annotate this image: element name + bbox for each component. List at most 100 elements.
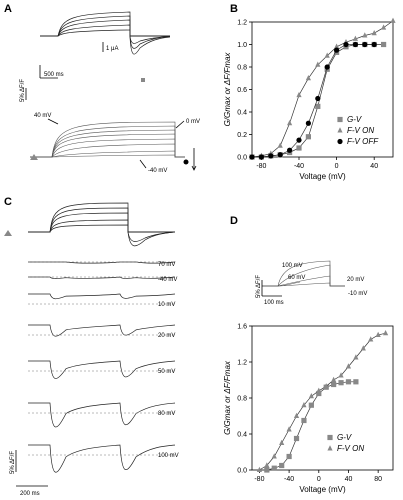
- chart-d-point-s1-15: [368, 336, 374, 342]
- chart-b-x-tick-label-3: 40: [370, 163, 378, 170]
- chart-d-point-s0-7: [316, 390, 322, 397]
- chart-b-y-axis-title: G/Gmax or ΔF/Fmax: [223, 52, 232, 127]
- chart-d-point-s0-2: [279, 462, 285, 469]
- chart-d-point-s0-3: [286, 453, 292, 460]
- panel-c-time-scale-label: 200 ms: [20, 491, 40, 497]
- panel-a-voltage-pointer-1: [175, 120, 185, 129]
- chart-d-point-s1-14: [360, 345, 366, 351]
- chart-d-plot-frame: [251, 325, 394, 471]
- chart-d-x-axis-title: Voltage (mV): [299, 485, 346, 494]
- chart-b-point-s2-2: [268, 153, 274, 159]
- panel-a-voltage-label-2: -40 mV: [148, 168, 167, 174]
- panel-c-trace-label-2: 10 mV: [158, 302, 175, 308]
- chart-d-point-s1-4: [286, 426, 292, 432]
- chart-d-x-tick-label-4: 80: [374, 476, 382, 483]
- chart-b-point-s1-3: [277, 142, 283, 148]
- chart-b-y-tick-label-0: 0.0: [237, 155, 247, 162]
- chart-d-point-s1-0: [256, 466, 263, 472]
- panel-b-label: B: [230, 3, 238, 15]
- panel-a-circle-marker-icon: [183, 159, 189, 165]
- panel-c-trace-2: [28, 293, 176, 300]
- chart-d-x-tick-label-1: -40: [284, 476, 294, 483]
- chart-b-legend-marker-2: [337, 138, 343, 145]
- chart-b-point-s2-13: [371, 41, 377, 48]
- chart-d-point-s0-0: [264, 467, 270, 473]
- chart-d-point-s1-3: [279, 439, 285, 445]
- panel-a-label: A: [4, 3, 12, 15]
- chart-d-point-s1-9: [323, 383, 329, 389]
- chart-d-point-s1-7: [308, 393, 314, 399]
- panel-d-inset-label-2: 20 mV: [347, 277, 364, 283]
- panel-c-trace-label-4: 50 mV: [158, 369, 175, 375]
- chart-b-point-s2-8: [324, 64, 330, 70]
- panel-c-triangle-marker-icon: [4, 230, 12, 236]
- chart-b-point-s0-7: [315, 103, 321, 109]
- chart-b-y-tick-label-2: 0.4: [237, 110, 247, 117]
- chart-d-y-tick-label-4: 1.6: [237, 324, 247, 331]
- chart-d-point-s1-6: [301, 402, 307, 408]
- chart-d-legend-marker-1: [327, 445, 333, 451]
- chart-d-point-s1-8: [316, 387, 322, 393]
- panel-a-square-marker-icon: [141, 78, 145, 82]
- panel-a-voltage-pointer-0: [47, 118, 59, 125]
- chart-b-point-s1-12: [362, 32, 368, 38]
- chart-d-point-s0-5: [301, 417, 307, 424]
- panel-c-fluor-scale-label: 5% ΔF/F: [10, 451, 16, 474]
- panel-d-inset-label-0: 100 mV: [282, 263, 303, 269]
- chart-d-y-tick-label-0: 0.0: [237, 468, 247, 475]
- chart-b: -80 -40 0 40 0.0 0.2 0.4 0.6 0.8 1.0 1.2 Voltage (m…: [223, 17, 396, 181]
- panel-c-trace-5: [28, 402, 176, 428]
- chart-d-point-s1-17: [382, 330, 389, 336]
- panel-c-trace-1: [28, 276, 176, 279]
- chart-b-point-s1-9: [334, 43, 340, 49]
- panel-d-inset-traces: [262, 260, 345, 287]
- chart-b-point-s1-5: [296, 91, 302, 98]
- chart-d-point-s0-6: [308, 402, 314, 408]
- chart-b-y-tick-label-5: 1.0: [237, 42, 247, 49]
- panel-c-trace-3: [28, 324, 176, 337]
- chart-d-series-line-1: [259, 332, 386, 471]
- chart-d-y-tick-label-3: 1.2: [237, 360, 247, 367]
- chart-d-point-s0-9: [331, 381, 337, 388]
- panel-d-inset-time-scale-label: 100 ms: [264, 300, 284, 306]
- panel-a-current-scale-label: 1 μA: [106, 46, 118, 52]
- chart-b-x-tick-label-0: -80: [256, 163, 266, 170]
- panel-a-arrow-head-icon: [191, 165, 197, 171]
- panel-a-current-traces: [40, 11, 171, 55]
- chart-b-legend-label-1: F-V ON: [347, 126, 374, 135]
- chart-d-point-s1-10: [331, 376, 337, 382]
- chart-b-point-s2-0: [249, 154, 255, 160]
- panel-d-inset-label-1: 60 mV: [288, 275, 305, 281]
- chart-d-point-s1-11: [338, 372, 344, 378]
- panel-c-trace-4: [28, 360, 176, 379]
- chart-d-point-s1-1: [264, 462, 270, 468]
- panel-a-voltage-pointer-2: [139, 159, 147, 169]
- chart-d-legend-label-1: F-V ON: [337, 444, 364, 453]
- panel-a-triangle-marker-icon: [30, 154, 38, 160]
- chart-b-legend-marker-1: [337, 127, 343, 133]
- chart-d-point-s0-4: [293, 435, 300, 442]
- chart-b-point-s1-8: [324, 52, 330, 58]
- chart-d-y-tick-label-2: 0.8: [237, 396, 247, 403]
- chart-b-point-s1-14: [381, 24, 387, 30]
- panel-c-trace-label-1: -40 mV: [158, 277, 177, 283]
- panel-a-fluorescence-traces: [30, 121, 185, 158]
- panel-d-inset-fluor-scale-label: 5% ΔF/F: [256, 275, 262, 298]
- chart-b-point-s1-4: [287, 120, 293, 126]
- chart-d-y-axis-title: G/Gmax or ΔF/Fmax: [223, 360, 232, 435]
- panel-c-trace-label-5: 80 mV: [158, 411, 175, 417]
- chart-b-point-s2-1: [258, 154, 264, 160]
- chart-d-legend-label-0: G-V: [337, 433, 352, 442]
- chart-b-legend-label-2: F-V OFF: [347, 137, 379, 146]
- panel-d-inset-label-3: -10 mV: [348, 291, 367, 297]
- chart-b-point-s2-3: [277, 152, 283, 158]
- chart-b-point-s2-7: [315, 95, 321, 102]
- chart-b-point-s0-5: [296, 145, 302, 151]
- chart-d-x-tick-label-3: 40: [345, 476, 353, 483]
- chart-b-x-axis-title: Voltage (mV): [299, 172, 346, 181]
- chart-d-point-s1-13: [353, 354, 359, 360]
- panel-d-label: D: [230, 215, 238, 227]
- panel-d: D 100 mV 60 mV 20 mV -10 mV 5% ΔF/F 100 …: [223, 215, 394, 494]
- panel-c-label: C: [4, 196, 12, 208]
